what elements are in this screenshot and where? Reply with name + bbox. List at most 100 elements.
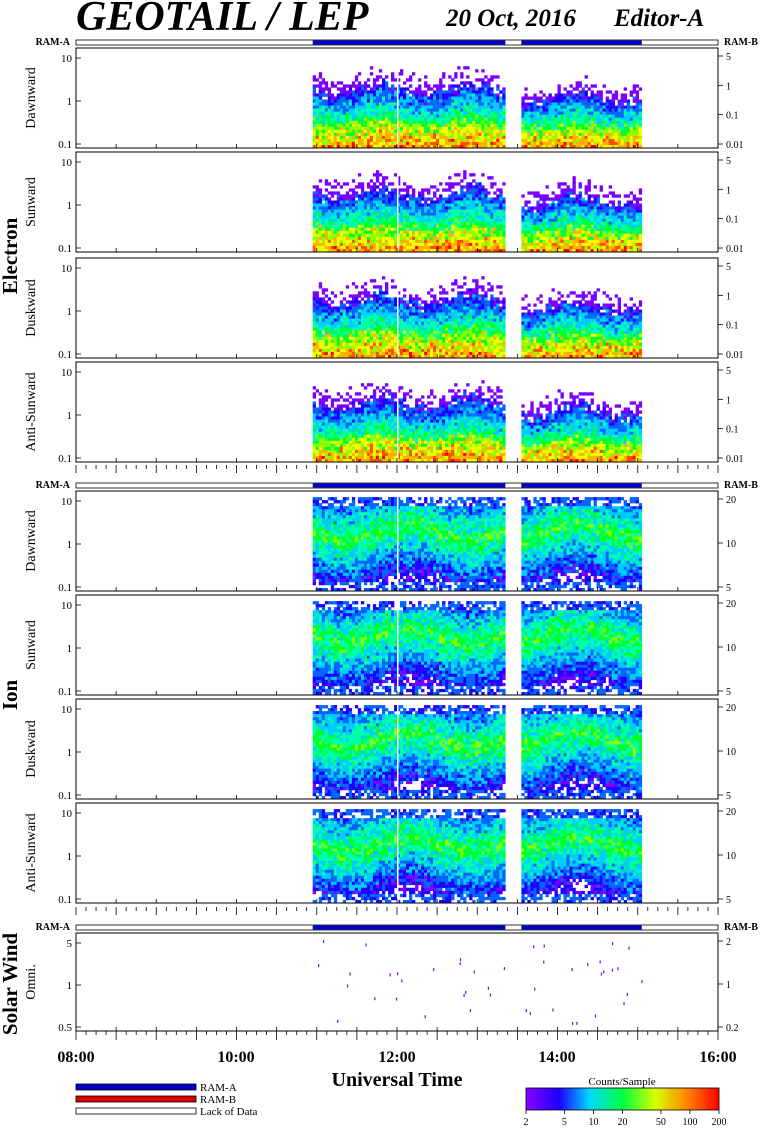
spectrogram-cell (364, 300, 367, 303)
spectrogram-cell (418, 136, 421, 139)
spectrogram-cell (358, 87, 361, 90)
spectrogram-cell (352, 213, 355, 216)
spectrogram-cell (448, 124, 451, 127)
spectrogram-cell (502, 118, 505, 121)
spectrogram-cell (594, 94, 597, 97)
spectrogram-cell (388, 231, 391, 234)
spectrogram-cell (555, 109, 558, 112)
spectrogram-cell (370, 337, 373, 340)
spectrogram-cell (639, 191, 642, 194)
spectrogram-cell (394, 124, 397, 127)
spectrogram-cell (400, 237, 403, 240)
spectrogram-cell (325, 234, 328, 237)
spectrogram-cell (636, 139, 639, 142)
spectrogram-cell (370, 307, 373, 310)
spectrogram-cell (391, 106, 394, 109)
spectrogram-cell (460, 106, 463, 109)
spectrogram-cell (355, 310, 358, 313)
spectrogram-cell (334, 237, 337, 240)
spectrogram-cell (319, 90, 322, 93)
spectrogram-cell (370, 179, 373, 182)
spectrogram-cell (496, 216, 499, 219)
spectrogram-cell (493, 112, 496, 115)
spectrogram-cell (328, 331, 331, 334)
spectrogram-cell (564, 198, 567, 201)
spectrogram-cell (469, 210, 472, 213)
spectrogram-cell (358, 139, 361, 142)
spectrogram-cell (630, 240, 633, 243)
spectrogram-cell (361, 201, 364, 204)
spectrogram-cell (442, 198, 445, 201)
spectrogram-cell (585, 139, 588, 142)
spectrogram-cell (349, 316, 352, 319)
spectrogram-cell (469, 243, 472, 246)
spectrogram-cell (594, 106, 597, 109)
spectrogram-cell (460, 81, 463, 84)
spectrogram-cell (319, 328, 322, 331)
spectrogram-cell (579, 185, 582, 188)
spectrogram-cell (352, 219, 355, 222)
spectrogram-cell (373, 349, 376, 352)
spectrogram-cell (555, 198, 558, 201)
spectrogram-cell (427, 109, 430, 112)
spectrogram-cell (364, 228, 367, 231)
spectrogram-cell (421, 204, 424, 207)
spectrogram-cell (639, 246, 642, 249)
spectrogram-cell (361, 94, 364, 97)
spectrogram-cell (319, 231, 322, 234)
spectrogram-cell (316, 237, 319, 240)
spectrogram-cell (376, 142, 379, 145)
spectrogram-cell (457, 225, 460, 228)
spectrogram-cell (533, 216, 536, 219)
spectrogram-cell (615, 210, 618, 213)
spectrogram-cell (484, 127, 487, 130)
spectrogram-cell (561, 204, 564, 207)
spectrogram-cell (370, 109, 373, 112)
spectrogram-cell (334, 216, 337, 219)
spectrogram-cell (478, 210, 481, 213)
spectrogram-cell (328, 207, 331, 210)
spectrogram-cell (591, 201, 594, 204)
spectrogram-cell (313, 210, 316, 213)
spectrogram-cell (567, 188, 570, 191)
spectrogram-cell (313, 94, 316, 97)
spectrogram-cell (340, 319, 343, 322)
spectrogram-cell (530, 97, 533, 100)
spectrogram-cell (567, 115, 570, 118)
spectrogram-cell (445, 124, 448, 127)
spectrogram-cell (394, 207, 397, 210)
spectrogram-cell (546, 240, 549, 243)
spectrogram-cell (627, 225, 630, 228)
spectrogram-cell (558, 228, 561, 231)
spectrogram-cell (322, 297, 325, 300)
spectrogram-cell (493, 219, 496, 222)
spectrogram-cell (394, 103, 397, 106)
spectrogram-cell (352, 133, 355, 136)
spectrogram-cell (433, 201, 436, 204)
spectrogram-cell (403, 142, 406, 145)
y-tick-label-left: 10 (61, 53, 73, 65)
spectrogram-cell (496, 133, 499, 136)
spectrogram-cell (463, 231, 466, 234)
spectrogram-cell (316, 130, 319, 133)
spectrogram-cell (567, 127, 570, 130)
spectrogram-cell (394, 115, 397, 118)
spectrogram-cell (615, 133, 618, 136)
spectrogram-cell (600, 94, 603, 97)
spectrogram-cell (633, 142, 636, 145)
spectrogram-cell (376, 304, 379, 307)
spectrogram-cell (463, 176, 466, 179)
spectrogram-cell (370, 222, 373, 225)
spectrogram-cell (385, 310, 388, 313)
spectrogram-cell (543, 237, 546, 240)
spectrogram-cell (325, 109, 328, 112)
spectrogram-cell (472, 139, 475, 142)
spectrogram-cell (539, 237, 542, 240)
spectrogram-cell (478, 237, 481, 240)
spectrogram-cell (325, 213, 328, 216)
spectrogram-cell (418, 87, 421, 90)
spectrogram-cell (442, 231, 445, 234)
spectrogram-cell (549, 100, 552, 103)
spectrogram-cell (370, 243, 373, 246)
spectrogram-cell (322, 213, 325, 216)
